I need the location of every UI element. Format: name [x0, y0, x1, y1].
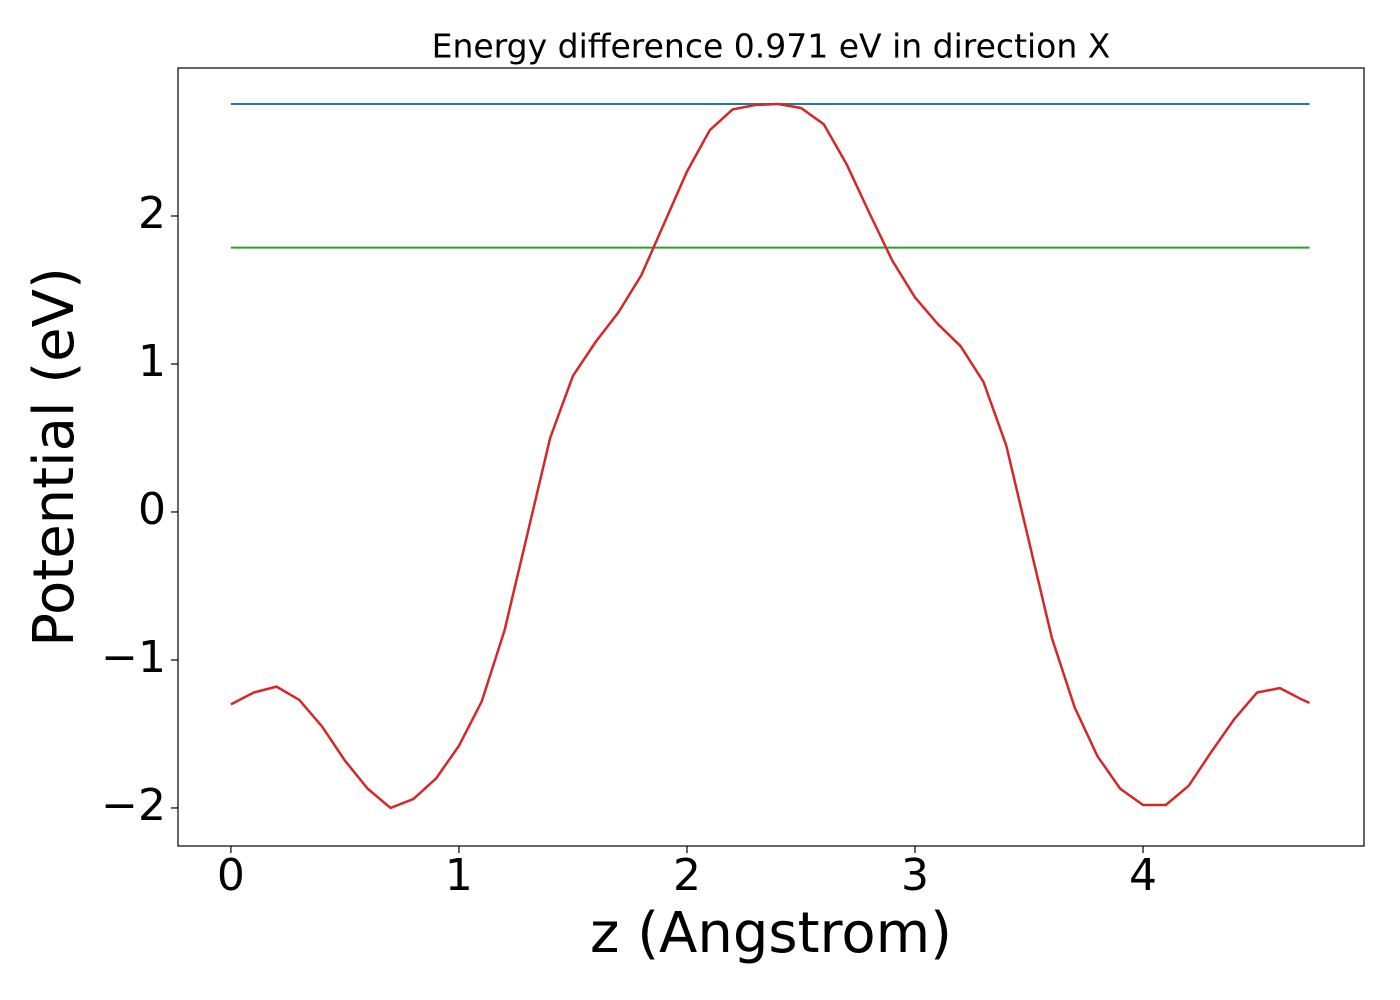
y-tick-label: −1: [101, 632, 166, 683]
x-tick-label: 3: [901, 850, 929, 901]
x-tick-label: 2: [673, 850, 701, 901]
x-axis-label: z (Angstrom): [590, 901, 952, 966]
y-tick-label: 2: [138, 188, 166, 239]
x-tick-label: 1: [445, 850, 473, 901]
chart-title: Energy difference 0.971 eV in direction …: [432, 27, 1111, 66]
y-tick-label: −2: [101, 780, 166, 831]
x-tick-label: 0: [217, 850, 245, 901]
line-series: [230, 102, 1310, 810]
x-tick-label: 4: [1129, 850, 1157, 901]
y-tick-label: 0: [138, 484, 166, 535]
y-axis-label: Potential (eV): [22, 267, 87, 647]
y-tick-label: 1: [138, 336, 166, 387]
plot-frame: [177, 67, 1365, 847]
